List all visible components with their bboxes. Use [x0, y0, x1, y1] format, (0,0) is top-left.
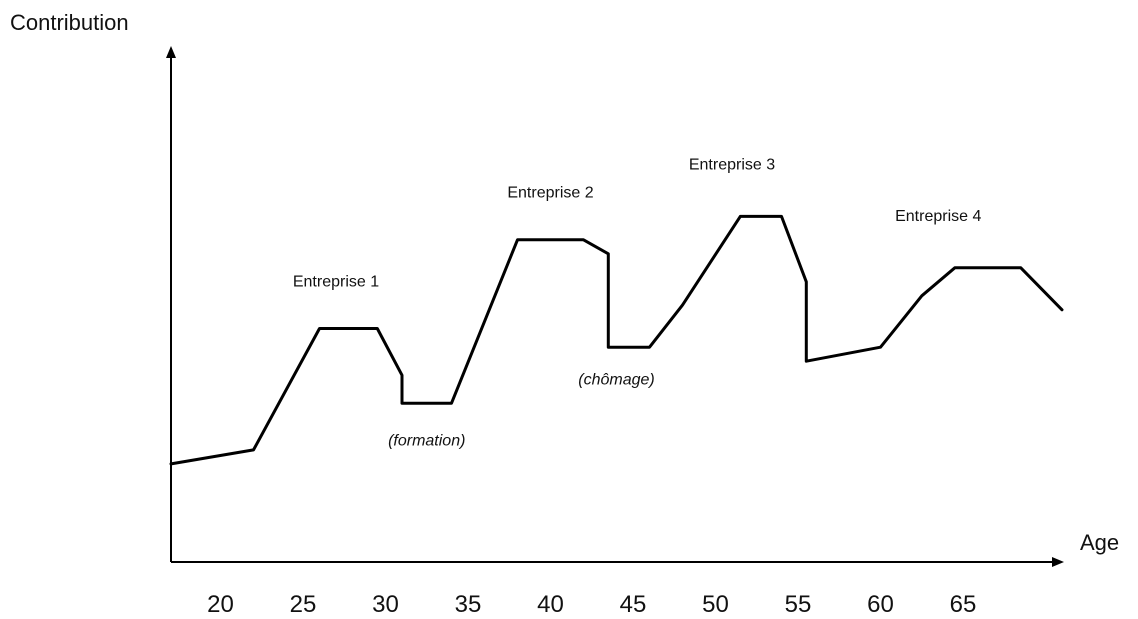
x-tick-label: 20 [207, 591, 234, 618]
y-axis-title: Contribution [10, 10, 129, 35]
x-tick-label: 55 [785, 591, 812, 618]
axes [166, 46, 1064, 567]
contribution-line [169, 214, 1064, 466]
x-tick-labels: 20 25 30 35 40 45 50 55 60 65 [207, 591, 976, 618]
annotation-label: Entreprise 1 [293, 273, 379, 290]
annotation-label: Entreprise 3 [689, 157, 775, 174]
annotation-label: Entreprise 2 [507, 185, 593, 202]
annotations: Entreprise 1 Entreprise 2 Entreprise 3 Entr… [293, 157, 982, 450]
x-tick-label: 65 [950, 591, 977, 618]
x-tick-label: 35 [455, 591, 482, 618]
x-tick-label: 25 [290, 591, 317, 618]
annotation-label: (formation) [388, 432, 465, 449]
x-tick-label: 50 [702, 591, 729, 618]
x-tick-label: 40 [537, 591, 564, 618]
annotation-label: Entreprise 4 [895, 208, 981, 225]
annotation-label: (chômage) [578, 372, 654, 389]
y-axis-arrowhead [166, 46, 176, 58]
series [169, 214, 1064, 466]
x-tick-label: 45 [620, 591, 647, 618]
x-axis-title: Age [1080, 530, 1119, 555]
x-tick-label: 60 [867, 591, 894, 618]
x-tick-label: 30 [372, 591, 399, 618]
x-axis-arrowhead [1052, 557, 1064, 567]
